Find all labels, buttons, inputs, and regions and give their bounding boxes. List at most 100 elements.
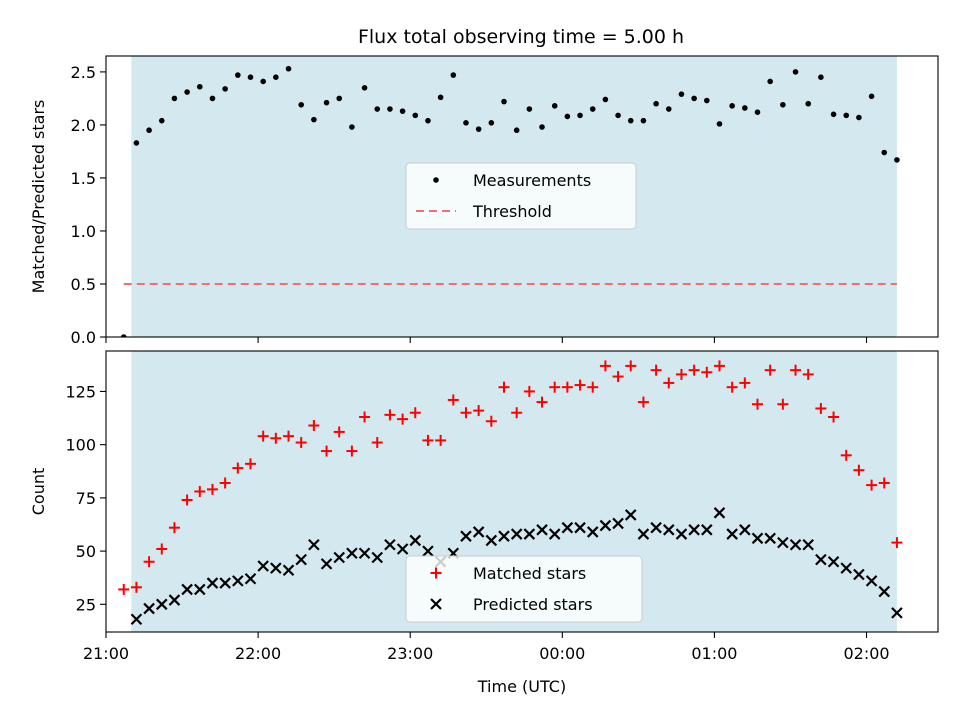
x-tick-label: 02:00 [843, 644, 889, 663]
y-tick-label: 2.5 [71, 63, 96, 82]
measurement-point [285, 65, 292, 72]
predicted-star-point [155, 598, 168, 611]
matched-star-point [321, 445, 333, 457]
matched-star-point [156, 543, 168, 555]
measurement-point [691, 95, 697, 102]
predicted-star-point [764, 532, 776, 545]
predicted-star-point [181, 583, 193, 596]
predicted-star-point [726, 528, 738, 540]
predicted-star-point [206, 577, 219, 589]
measurement-point [577, 112, 583, 119]
measurement-point [615, 112, 621, 119]
predicted-star-point [244, 573, 257, 585]
measurement-point [830, 111, 837, 118]
measurement-point [665, 106, 672, 112]
measurement-point [450, 72, 457, 78]
predicted-star-point [257, 560, 269, 572]
predicted-star-point [561, 521, 574, 534]
predicted-star-point [422, 545, 434, 557]
matched-star-point [168, 522, 180, 534]
y-tick-label: 100 [65, 436, 96, 455]
measurement-point [627, 117, 634, 124]
matched-star-point [143, 556, 155, 568]
predicted-star-point [510, 528, 523, 540]
predicted-star-point [815, 553, 827, 566]
matched-star-point [371, 437, 383, 449]
matched-star-point [232, 462, 244, 474]
predicted-star-point [853, 568, 865, 581]
measurement-point [336, 95, 343, 102]
x-tick-label: 00:00 [539, 644, 585, 663]
matched-star-point [777, 398, 789, 410]
y-axis-label: Matched/Predicted stars [29, 100, 48, 294]
measurement-point [222, 86, 228, 92]
predicted-star-point [599, 519, 612, 532]
matched-star-point [815, 402, 827, 414]
y-tick-label: 0.5 [71, 275, 96, 294]
measurement-point [843, 112, 850, 119]
matched-star-point [764, 364, 776, 376]
matched-star-point [688, 364, 700, 376]
matched-star-point [473, 405, 485, 417]
predicted-star-point [143, 602, 155, 615]
measurement-point [361, 85, 368, 91]
predicted-star-point [194, 583, 206, 596]
predicted-star-point [396, 543, 409, 555]
measurement-point [602, 96, 609, 103]
predicted-star-point [663, 524, 675, 536]
predicted-star-point [270, 562, 282, 574]
matched-star-point [270, 432, 282, 444]
measurement-point [260, 78, 266, 85]
x-tick-label: 23:00 [387, 644, 433, 663]
predicted-star-point [840, 562, 853, 574]
legend: Matched stars Predicted stars [405, 555, 643, 623]
measurement-point [754, 109, 761, 115]
matched-star-point [422, 434, 434, 446]
measurement-point [247, 74, 254, 81]
matched-star-point [130, 581, 142, 593]
matched-star-point [752, 398, 764, 410]
count-panel: 25 50 75 100 125 21:00 22:00 23:00 00:00 01:00 02:… [29, 350, 939, 696]
x-tick-label: 22:00 [235, 644, 281, 663]
matched-star-point [181, 494, 193, 506]
measurement-point [894, 157, 900, 163]
matched-star-point [384, 409, 396, 421]
axes-frame [105, 55, 939, 338]
matched-star-point [853, 464, 865, 476]
predicted-star-point [232, 575, 244, 587]
measurement-point [463, 120, 469, 126]
matched-star-point [574, 379, 586, 391]
measurement-point [868, 93, 875, 100]
predicted-star-point [878, 585, 891, 598]
predicted-star-point [675, 528, 688, 540]
matched-star-point [460, 407, 472, 419]
matched-star-point [650, 364, 662, 376]
predicted-star-point [295, 553, 307, 566]
predicted-star-point [371, 551, 384, 564]
matched-star-point [409, 407, 421, 419]
y-tick-label: 125 [65, 382, 96, 401]
matched-star-point [599, 360, 611, 372]
matched-star-point [828, 411, 840, 423]
measurement-point [589, 106, 596, 112]
legend-box [405, 555, 643, 623]
predicted-star-point [548, 528, 561, 540]
legend-matched-marker [430, 567, 442, 579]
predicted-star-point [320, 558, 333, 570]
predicted-star-point [460, 530, 472, 542]
legend-label: Threshold [472, 202, 552, 221]
matched-star-point [866, 479, 878, 491]
matched-star-point [790, 364, 802, 376]
predicted-star-point [891, 607, 903, 619]
matched-star-point [701, 366, 713, 378]
measurement-point [399, 108, 406, 114]
matched-star-point [447, 394, 459, 406]
measurement-point [805, 100, 812, 107]
measurement-point [387, 106, 393, 112]
matched-star-point [802, 368, 814, 380]
measurement-point [311, 116, 317, 123]
matched-star-point [333, 426, 345, 438]
matched-star-point [219, 477, 231, 489]
matched-star-point [283, 430, 295, 442]
